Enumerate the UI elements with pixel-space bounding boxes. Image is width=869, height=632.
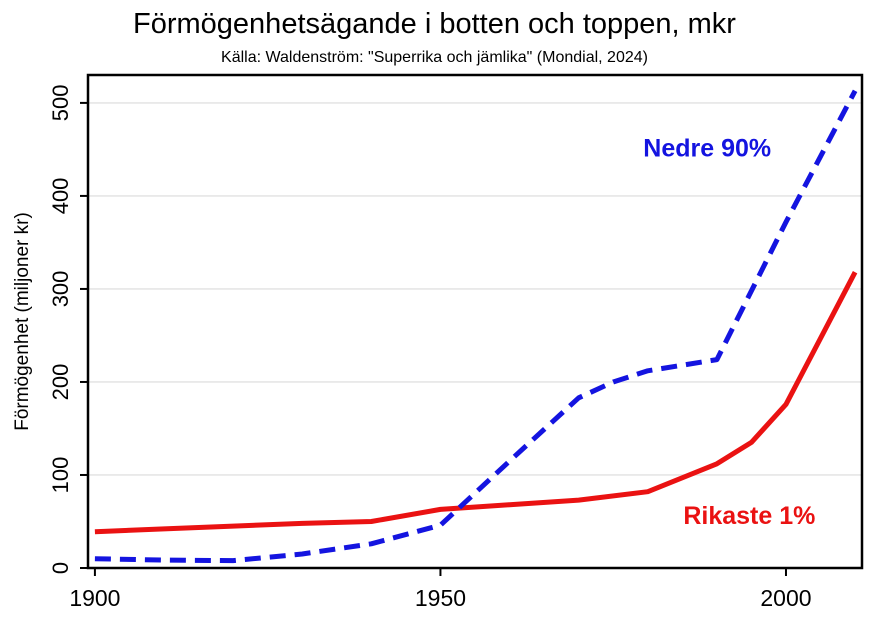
- annotation-nedre-90: Nedre 90%: [643, 135, 771, 163]
- series-line-nedre-90: [94, 89, 858, 564]
- annotation-rikaste-1: Rikaste 1%: [683, 502, 815, 530]
- chart-title: Förmögenhetsägande i botten och toppen, …: [133, 8, 736, 40]
- y-tick-label-500: 500: [48, 85, 73, 122]
- y-tick-label-300: 300: [48, 271, 73, 308]
- plot-border: [86, 73, 864, 570]
- y-axis-label: Förmögenhet (miljoner kr): [12, 212, 33, 431]
- series-line-rikaste-1: [94, 271, 858, 535]
- y-tick-label-400: 400: [48, 178, 73, 215]
- chart-subtitle: Källa: Waldenström: "Superrika och jämli…: [221, 49, 648, 66]
- x-tick-label-1900: 1900: [69, 585, 120, 611]
- y-tick-label-100: 100: [48, 457, 73, 494]
- y-tick-label-200: 200: [48, 364, 73, 401]
- x-tick-label-2000: 2000: [760, 585, 811, 611]
- x-tick-label-1950: 1950: [415, 585, 466, 611]
- y-tick-label-0: 0: [48, 562, 73, 574]
